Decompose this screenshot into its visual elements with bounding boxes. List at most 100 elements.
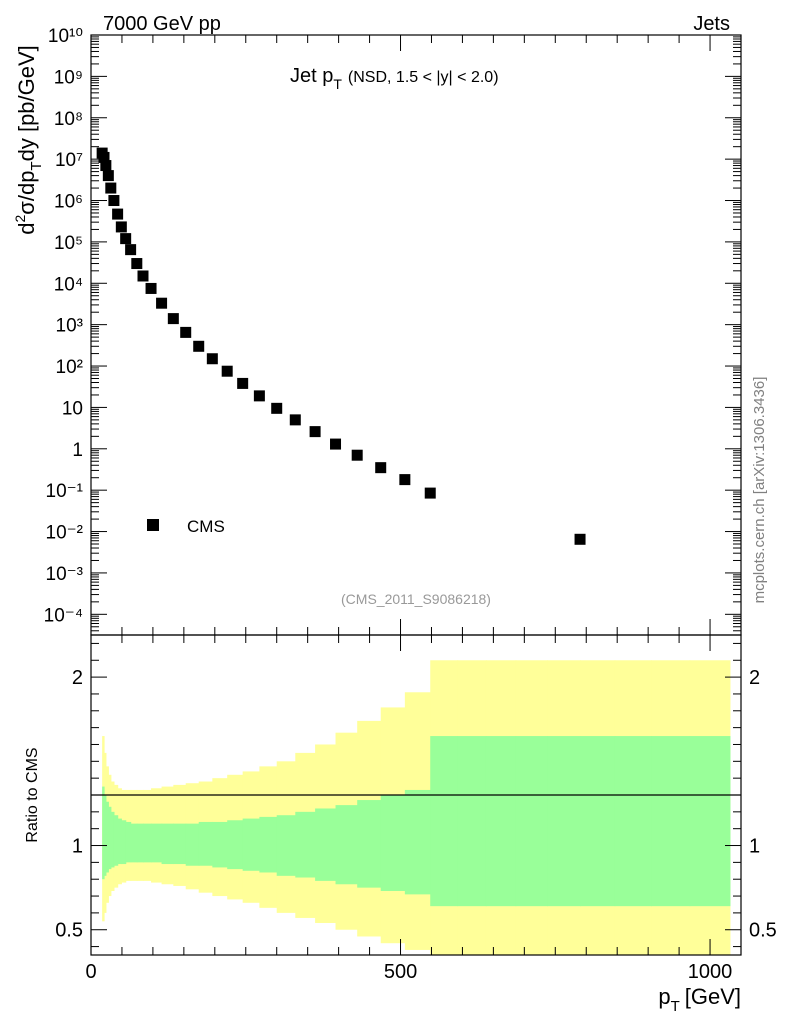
analysis-watermark: (CMS_2011_S9086218) (341, 591, 491, 607)
stat-band-segment (430, 736, 459, 907)
stat-band-segment (614, 736, 652, 907)
main-y-tick-label: 10⁻² (46, 523, 84, 544)
ratio-x-tick-label: 0 (85, 961, 96, 983)
stat-band-segment (357, 800, 382, 888)
stat-band-segment (380, 795, 406, 891)
ratio-y-tick-label-left: 0.5 (55, 920, 83, 942)
cms-data-point (100, 160, 112, 172)
stat-band-segment (125, 821, 132, 863)
cms-data-point (193, 340, 205, 352)
stat-band-segment (315, 808, 337, 881)
main-y-tick-label: 10³ (56, 316, 83, 337)
cms-data-point (131, 258, 143, 270)
stat-band-segment (651, 736, 691, 907)
ratio-bands (102, 660, 731, 955)
stat-band-segment (547, 736, 581, 907)
stat-band-segment (108, 806, 112, 870)
cms-data-point (112, 208, 124, 220)
stat-band-segment (457, 736, 487, 907)
main-title-extra: (NSD, 1.5 < |y| < 2.0) (348, 69, 499, 86)
stat-band-segment (161, 823, 174, 865)
stat-band-segment (335, 805, 358, 885)
ratio-x-ticks: 0 500 1000 (85, 635, 742, 983)
stat-band-segment (515, 736, 548, 907)
ratio-x-tick-label: 1000 (688, 961, 733, 983)
ratio-y-axis-label: Ratio to CMS (24, 747, 41, 842)
cms-data-point (424, 487, 436, 499)
legend-marker (147, 519, 159, 531)
cms-data-point (330, 438, 342, 450)
legend-label-cms: CMS (187, 517, 225, 536)
main-y-tick-label: 10² (56, 357, 83, 378)
stat-band-segment (173, 823, 187, 865)
main-y-tick-label: 10⁻³ (46, 564, 84, 585)
stat-band-segment (110, 811, 115, 868)
stat-band-segment (121, 820, 127, 865)
cms-data-point (221, 365, 233, 377)
cms-data-point (137, 270, 149, 282)
main-y-tick-label: 10⁻¹ (46, 481, 84, 502)
cms-data-point (167, 313, 179, 325)
main-y-tick-label: 10⁵ (54, 233, 83, 254)
stat-band-segment (151, 823, 163, 863)
stat-band-segment (580, 736, 616, 907)
stat-band-segment (404, 789, 431, 895)
cms-data-point (399, 474, 411, 486)
stat-band-segment (104, 795, 107, 876)
cms-data-point (237, 377, 249, 389)
stat-band-segment (136, 823, 144, 863)
ratio-x-tick-label: 500 (384, 961, 417, 983)
main-x-ticks (90, 35, 742, 635)
cms-data-point (108, 195, 120, 207)
ratio-y-tick-label-right: 1 (749, 836, 760, 858)
stat-band-segment (130, 823, 138, 863)
main-y-tick-label: 10⁴ (54, 274, 83, 295)
header-right-label: Jets (693, 13, 730, 35)
cms-data-point (105, 182, 117, 194)
stat-band-segment (276, 815, 296, 876)
stat-band-segment (227, 820, 244, 870)
stat-band-segment (198, 821, 213, 866)
ratio-y-tick-label-right: 2 (749, 667, 760, 689)
ratio-y-tick-label-left: 2 (72, 667, 83, 689)
stat-band-segment (117, 818, 122, 865)
main-y-tick-label: 10⁸ (54, 109, 83, 130)
cms-data-point (98, 151, 110, 163)
stat-band-segment (295, 811, 316, 878)
header-left-label: 7000 GeV pp (103, 13, 221, 35)
stat-band-segment (105, 801, 109, 873)
main-y-tick-label: 10⁻⁴ (44, 605, 83, 626)
cms-data-point (156, 297, 168, 309)
cms-data-point (145, 282, 157, 294)
cms-data-points (96, 147, 586, 545)
stat-band-segment (689, 736, 731, 907)
ratio-ticks: 0.5 0.5 1 1 2 2 (55, 642, 777, 948)
main-title-text: Jet p (290, 65, 333, 87)
ratio-panel: 0.5 0.5 1 1 2 2 0 500 1000 Ratio to CMS pT [GeV] (24, 634, 777, 1015)
stat-band-segment (185, 823, 200, 866)
cms-data-point (180, 326, 192, 338)
side-label: mcplots.cern.ch [arXiv:1306.3436] (751, 377, 768, 604)
main-y-axis-label: d2σ/dpTdy [pb/GeV] (12, 45, 45, 235)
cms-data-point (253, 390, 265, 402)
main-panel: 10⁻⁴ 10⁻³ 10⁻² 10⁻¹ 1 10 10² 10³ 10⁴ 10⁵ 10⁶ 10⁷ 10⁸… (12, 26, 742, 636)
ratio-y-tick-label-right: 0.5 (749, 920, 777, 942)
cms-data-point (206, 353, 218, 365)
x-axis-label: pT [GeV] (658, 984, 741, 1015)
stat-band-segment (242, 818, 260, 871)
main-y-ticks (91, 34, 741, 632)
stat-band-segment (485, 736, 517, 907)
cms-data-point (125, 244, 137, 256)
main-title-subscript: T (333, 76, 342, 92)
main-y-tick-label: 1 (72, 440, 83, 461)
main-y-tick-label: 10 (62, 398, 83, 419)
main-y-tick-labels: 10⁻⁴ 10⁻³ 10⁻² 10⁻¹ 1 10 10² 10³ 10⁴ 10⁵ 10⁶ 10⁷ 10⁸… (44, 26, 83, 626)
cms-data-point (120, 233, 132, 245)
stat-band-segment (102, 786, 105, 880)
stat-band-segment (113, 815, 119, 866)
cms-data-point (309, 426, 321, 438)
stat-band-segment (259, 816, 278, 873)
ratio-y-tick-label-left: 1 (72, 836, 83, 858)
cms-data-point (102, 170, 114, 182)
cms-data-point (574, 533, 586, 545)
